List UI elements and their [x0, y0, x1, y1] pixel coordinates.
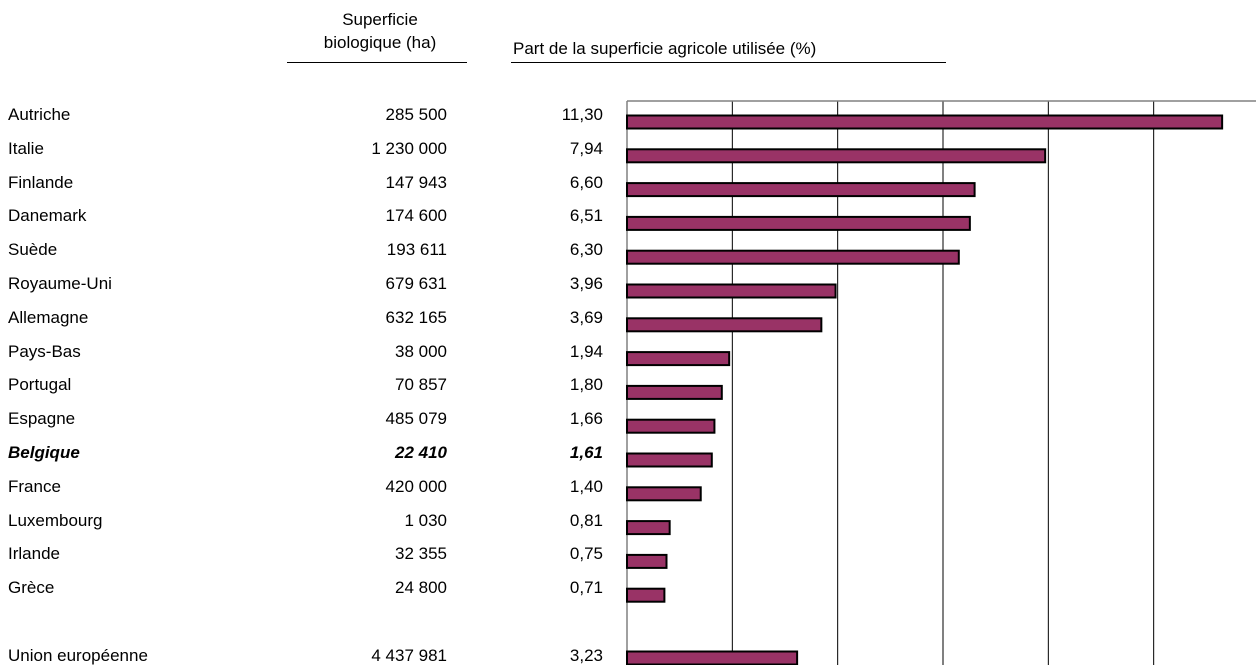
country-label: Pays-Bas	[8, 341, 81, 361]
share-header-rule	[511, 62, 946, 63]
area-value: 22 410	[395, 443, 447, 462]
area-value: 679 631	[385, 274, 447, 293]
country-label: Portugal	[8, 375, 72, 395]
country-label: Autriche	[8, 105, 71, 124]
country-label: Suède	[8, 240, 58, 260]
bar-su-de	[626, 249, 960, 265]
bar-allemagne	[626, 317, 823, 333]
area-column-header: Superficie biologique (ha)	[290, 8, 470, 54]
area-value: 38 000	[395, 341, 447, 361]
bar-belgique	[626, 452, 713, 468]
country-label: Espagne	[8, 409, 76, 429]
share-value: 7,94	[569, 138, 603, 158]
share-value: 1,61	[569, 443, 603, 462]
bar-gr-ce	[626, 587, 666, 603]
area-header-line2: biologique (ha)	[323, 33, 437, 52]
share-value: 6,60	[569, 172, 603, 192]
bar-finlande	[626, 182, 976, 198]
bar-irlande	[626, 553, 668, 569]
bar-danemark	[626, 215, 971, 231]
area-value: 285 500	[385, 105, 447, 124]
share-value: 3,69	[569, 307, 603, 327]
area-value: 193 611	[386, 240, 447, 260]
area-value: 32 355	[395, 544, 447, 564]
share-value: 3,96	[569, 274, 603, 293]
share-value: 0,75	[569, 544, 603, 564]
bar-italie	[626, 148, 1047, 164]
area-value: 70 857	[395, 375, 447, 395]
share-value: 6,30	[569, 240, 603, 260]
bar-espagne	[626, 418, 716, 434]
country-label: Royaume-Uni	[8, 274, 112, 293]
bar-union-europ-enne	[626, 650, 799, 665]
share-value: 1,66	[569, 409, 603, 429]
share-value: 11,30	[561, 105, 603, 124]
bar-pays-bas	[626, 351, 731, 367]
bar-france	[626, 486, 702, 502]
area-value: 4 437 981	[371, 646, 447, 665]
country-label: Grèce	[8, 578, 55, 598]
country-label: Finlande	[8, 172, 74, 192]
area-value: 485 079	[385, 409, 447, 429]
share-value: 0,71	[569, 578, 603, 598]
country-label: France	[8, 476, 61, 496]
share-value: 1,94	[569, 341, 603, 361]
area-header-rule	[287, 62, 467, 63]
area-value: 24 800	[395, 578, 447, 598]
share-value: 1,40	[569, 476, 603, 496]
share-value: 0,81	[569, 510, 603, 530]
country-label: Luxembourg	[8, 510, 103, 530]
country-label: Irlande	[8, 544, 60, 564]
area-value: 1 230 000	[371, 138, 447, 158]
country-label: Belgique	[8, 443, 80, 462]
country-label: Italie	[8, 138, 44, 158]
share-column-header: Part de la superficie agricole utilisée …	[513, 39, 817, 58]
area-header-line1: Superficie	[342, 10, 418, 29]
area-value: 420 000	[385, 476, 447, 496]
area-value: 147 943	[385, 172, 447, 192]
share-value: 3,23	[569, 646, 603, 665]
area-value: 1 030	[404, 510, 447, 530]
country-label: Danemark	[8, 206, 87, 226]
area-value: 174 600	[385, 206, 447, 226]
bar-autriche	[626, 114, 1224, 130]
country-label: Allemagne	[8, 307, 89, 327]
share-value: 1,80	[569, 375, 603, 395]
bar-portugal	[626, 384, 723, 400]
country-label: Union européenne	[8, 646, 148, 665]
bar-royaume-uni	[626, 283, 837, 299]
share-value: 6,51	[569, 206, 603, 226]
bar-luxembourg	[626, 520, 671, 536]
area-value: 632 165	[385, 307, 447, 327]
